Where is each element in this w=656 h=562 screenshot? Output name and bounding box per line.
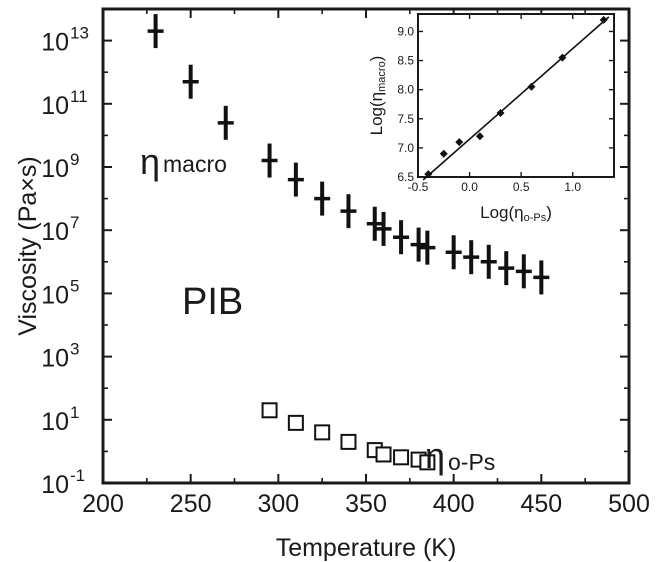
y-tick-label: 10	[41, 471, 69, 499]
ops-point	[287, 414, 304, 431]
y-tick-exponent: 9	[70, 150, 79, 169]
inset-x-tick-label: 1.0	[564, 180, 581, 194]
inset-x-tick-label: 0.5	[513, 180, 530, 194]
x-tick-label: 500	[608, 490, 650, 518]
macro-point	[419, 230, 436, 265]
ops-point	[419, 454, 436, 471]
ops-point	[314, 424, 331, 441]
inset-point	[496, 108, 505, 117]
macro-point	[314, 181, 331, 216]
macro-annotation-symbol: η	[140, 141, 160, 182]
y-tick-exponent: 3	[70, 340, 79, 359]
macro-point	[375, 211, 392, 246]
x-axis-title: Temperature (K)	[276, 534, 457, 562]
y-axis-title: Viscosity (Pa×s)	[14, 156, 42, 335]
x-tick-label: 400	[433, 490, 475, 518]
inset-x-axis-title: Log(ηo-Ps)	[480, 203, 552, 224]
y-tick-label: 10	[41, 92, 69, 120]
inset-x-tick-label: 0.0	[461, 180, 478, 194]
y-tick-exponent: 5	[70, 276, 79, 295]
ops-point	[375, 446, 392, 463]
macro-point	[366, 206, 383, 241]
inset-point	[599, 15, 608, 24]
macro-point	[261, 143, 278, 178]
y-tick-label: 10	[41, 155, 69, 183]
inset-fit-line	[422, 16, 610, 181]
inset-point	[527, 82, 536, 91]
macro-point	[393, 220, 410, 255]
macro-point	[480, 244, 497, 279]
inset-y-tick-label: 9.0	[397, 24, 414, 38]
ops-point	[393, 449, 410, 466]
ops-point	[340, 433, 357, 450]
inset-point	[424, 170, 433, 179]
y-tick-label: 10	[41, 408, 69, 436]
inset-x-tick-label: -0.5	[408, 180, 429, 194]
inset-y-tick-label: 7.0	[397, 141, 414, 155]
x-tick-label: 200	[82, 490, 124, 518]
y-tick-exponent: 13	[70, 24, 89, 43]
x-tick-label: 250	[170, 490, 212, 518]
inset-point	[455, 138, 464, 147]
inset-y-tick-label: 8.0	[397, 83, 414, 97]
inset-point	[475, 132, 484, 141]
y-tick-exponent: -1	[70, 466, 85, 485]
ops-annotation-subscript: o-Ps	[448, 449, 495, 475]
macro-point	[340, 194, 357, 229]
macro-point	[217, 105, 234, 140]
inset-y-tick-label: 8.5	[397, 54, 414, 68]
inset-y-tick-label: 6.5	[397, 170, 414, 184]
y-tick-label: 10	[41, 281, 69, 309]
macro-point	[498, 251, 515, 286]
inset-plot: -0.5 0.0 0.5 1.0 6.5 7.0 7.5 8.0 8.5 9.0 Log(ηo-Ps…	[367, 13, 615, 224]
macro-point	[147, 14, 164, 49]
macro-point	[410, 227, 427, 262]
y-tick-label: 10	[41, 29, 69, 57]
material-label: PIB	[182, 281, 243, 323]
macro-point	[515, 254, 532, 289]
ops-point	[261, 402, 278, 419]
inset-point	[439, 149, 448, 158]
y-tick-label: 10	[41, 345, 69, 373]
x-tick-label: 450	[520, 490, 562, 518]
macro-point	[182, 64, 199, 99]
ops-annotation-symbol: η	[425, 435, 445, 476]
macro-point	[445, 235, 462, 270]
x-tick-label: 350	[345, 490, 387, 518]
y-tick-exponent: 1	[70, 403, 79, 422]
macro-annotation-subscript: macro	[163, 151, 227, 177]
macro-point	[287, 162, 304, 197]
y-tick-exponent: 7	[70, 213, 79, 232]
macro-point	[533, 260, 550, 295]
inset-y-tick-label: 7.5	[397, 112, 414, 126]
macro-point	[463, 240, 480, 275]
inset-y-axis-title: Log(ηmacro)	[367, 56, 388, 136]
x-tick-label: 300	[257, 490, 299, 518]
inset-point	[558, 53, 567, 62]
y-tick-exponent: 11	[70, 87, 88, 106]
y-tick-label: 10	[41, 218, 69, 246]
